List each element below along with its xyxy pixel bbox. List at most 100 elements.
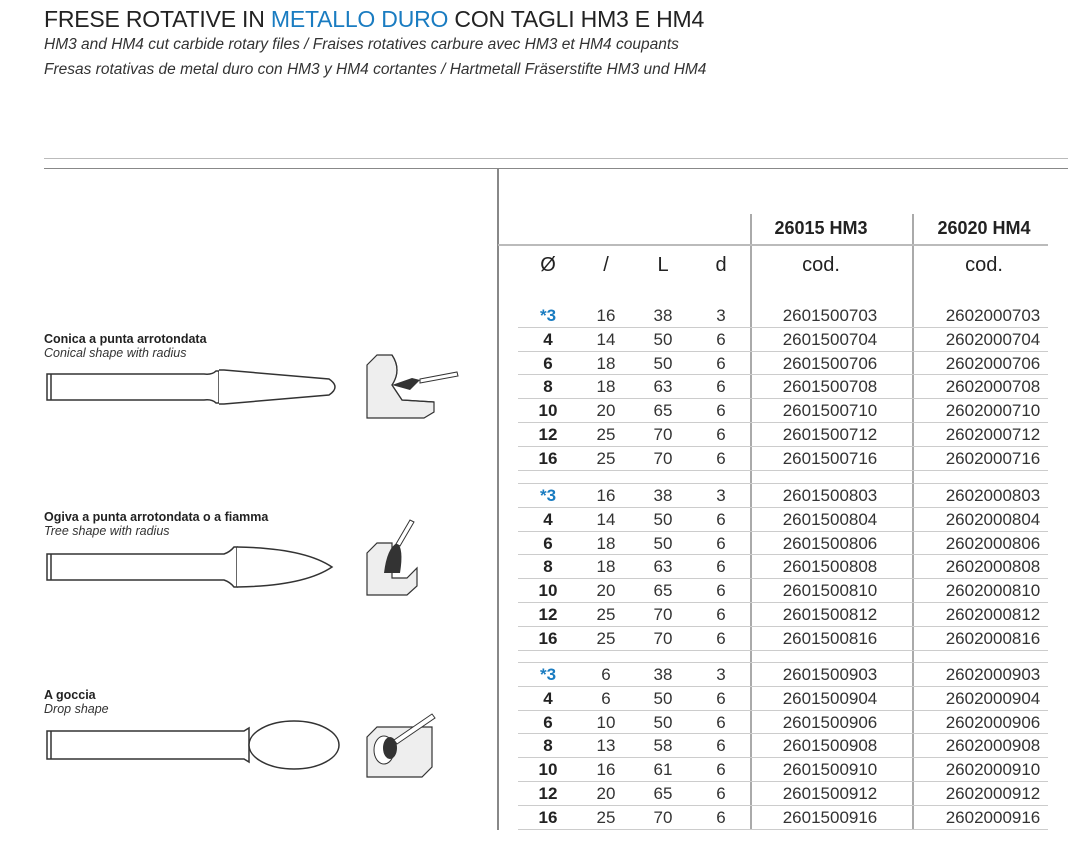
table-divider	[497, 168, 499, 830]
col-code-hm3: cod.	[802, 254, 840, 276]
shank-cell: 6	[716, 688, 726, 708]
code-hm4-cell: 2602000716	[945, 448, 1041, 468]
code-hm4-cell: 2602000912	[945, 784, 1041, 803]
group-header-hm3: 26015 HM3	[774, 218, 868, 238]
code-hm4-cell: 2602000903	[945, 665, 1041, 684]
cut-length-cell: 20	[596, 401, 616, 421]
cut-length-cell: 16	[596, 760, 616, 780]
shank-cell: 6	[716, 784, 726, 803]
diameter-cell: 6	[543, 712, 553, 732]
divider	[44, 158, 1068, 159]
diameter-cell: 8	[543, 736, 553, 756]
diameter-cell: 12	[538, 605, 558, 624]
drop-bur-icon	[46, 720, 340, 770]
cut-length-cell: 18	[596, 557, 616, 577]
code-hm4-cell: 2602000708	[945, 377, 1041, 397]
table-row: 16 25 70 6 2601500916 2602000916	[518, 806, 1048, 830]
code-hm4-cell: 2602000908	[945, 736, 1041, 756]
table-row: 12 25 70 6 2601500812 2602000812	[518, 603, 1048, 627]
length-cell: 38	[653, 665, 673, 684]
shank-cell: 3	[716, 486, 726, 505]
cut-length-cell: 20	[596, 581, 616, 601]
code-hm3-cell: 2601500910	[782, 760, 878, 780]
shank-cell: 6	[716, 377, 726, 397]
divider	[44, 168, 1068, 169]
cut-length-cell: 18	[596, 533, 616, 553]
cut-length-cell: 14	[596, 329, 616, 349]
length-cell: 50	[653, 688, 673, 708]
cut-length-cell: 16	[596, 306, 616, 325]
table-row: 4 6 50 6 2601500904 2602000904	[518, 687, 1048, 711]
col-code-hm4: cod.	[965, 254, 1003, 276]
length-cell: 70	[653, 628, 673, 648]
length-cell: 38	[653, 306, 673, 325]
header-divider	[498, 244, 1048, 246]
code-hm3-cell: 2601500706	[782, 353, 878, 373]
length-cell: 65	[653, 581, 673, 601]
length-cell: 50	[653, 509, 673, 529]
table-row: 10 16 61 6 2601500910 2602000910	[518, 758, 1048, 782]
code-hm4-cell: 2602000712	[945, 425, 1041, 444]
length-cell: 50	[653, 712, 673, 732]
code-hm4-cell: 2602000816	[945, 628, 1041, 648]
table-row: 16 25 70 6 2601500816 2602000816	[518, 627, 1048, 651]
code-hm4-cell: 2602000804	[945, 509, 1041, 529]
table-row: 8 18 63 6 2601500708 2602000708	[518, 375, 1048, 400]
shank-cell: 6	[716, 628, 726, 648]
tree-application-icon	[366, 519, 418, 596]
code-hm3-cell: 2601500904	[782, 688, 878, 708]
code-hm4-cell: 2602000710	[945, 401, 1041, 421]
code-hm4-cell: 2602000904	[945, 688, 1041, 708]
table-row: 8 13 58 6 2601500908 2602000908	[518, 734, 1048, 759]
group-separator	[518, 472, 1048, 484]
code-hm3-cell: 2601500903	[782, 665, 878, 684]
cut-length-cell: 25	[596, 605, 616, 624]
page-title: FRESE ROTATIVE IN METALLO DURO CON TAGLI…	[44, 6, 705, 32]
code-hm3-cell: 2601500906	[782, 712, 878, 732]
code-hm3-cell: 2601500908	[782, 736, 878, 756]
code-hm4-cell: 2602000806	[945, 533, 1041, 553]
shank-cell: 6	[716, 581, 726, 601]
cut-length-cell: 14	[596, 509, 616, 529]
code-hm3-cell: 2601500803	[782, 486, 878, 505]
code-hm3-cell: 2601500916	[782, 807, 878, 827]
conical-bur-icon	[46, 369, 336, 405]
code-hm3-cell: 2601500708	[782, 377, 878, 397]
diameter-cell: 16	[538, 448, 558, 468]
cut-length-cell: 10	[596, 712, 616, 732]
table-row: 4 14 50 6 2601500804 2602000804	[518, 508, 1048, 532]
cut-length-cell: 25	[596, 807, 616, 827]
shank-cell: 3	[716, 665, 726, 684]
diameter-cell: *3	[539, 665, 557, 684]
code-hm4-cell: 2602000706	[945, 353, 1041, 373]
length-cell: 70	[653, 448, 673, 468]
diameter-cell: 10	[538, 760, 558, 780]
diameter-cell: 6	[543, 353, 553, 373]
shank-cell: 6	[716, 425, 726, 444]
shank-cell: 6	[716, 509, 726, 529]
code-hm3-cell: 2601500816	[782, 628, 878, 648]
code-hm4-cell: 2602000906	[945, 712, 1041, 732]
table-row: 6 10 50 6 2601500906 2602000906	[518, 711, 1048, 735]
shape-label-tree: Ogiva a punta arrotondata o a fiamma Tree…	[44, 510, 269, 538]
diameter-cell: 10	[538, 581, 558, 601]
shank-cell: 6	[716, 760, 726, 780]
length-cell: 63	[653, 557, 673, 577]
cut-length-cell: 18	[596, 377, 616, 397]
shank-cell: 6	[716, 401, 726, 421]
length-cell: 61	[653, 760, 673, 780]
diameter-cell: 4	[543, 509, 553, 529]
diameter-cell: *3	[539, 486, 557, 505]
shank-cell: 6	[716, 712, 726, 732]
shank-cell: 6	[716, 329, 726, 349]
table-row: *3 16 38 3 2601500803 2602000803	[518, 484, 1048, 508]
table-row: *3 16 38 3 2601500703 2602000703	[518, 304, 1048, 328]
table-row: 8 18 63 6 2601500808 2602000808	[518, 555, 1048, 580]
col-diameter: Ø	[540, 254, 556, 276]
length-cell: 38	[653, 486, 673, 505]
shank-cell: 6	[716, 807, 726, 827]
table-row: 16 25 70 6 2601500716 2602000716	[518, 447, 1048, 471]
code-hm4-cell: 2602000810	[945, 581, 1041, 601]
diameter-cell: 16	[538, 628, 558, 648]
